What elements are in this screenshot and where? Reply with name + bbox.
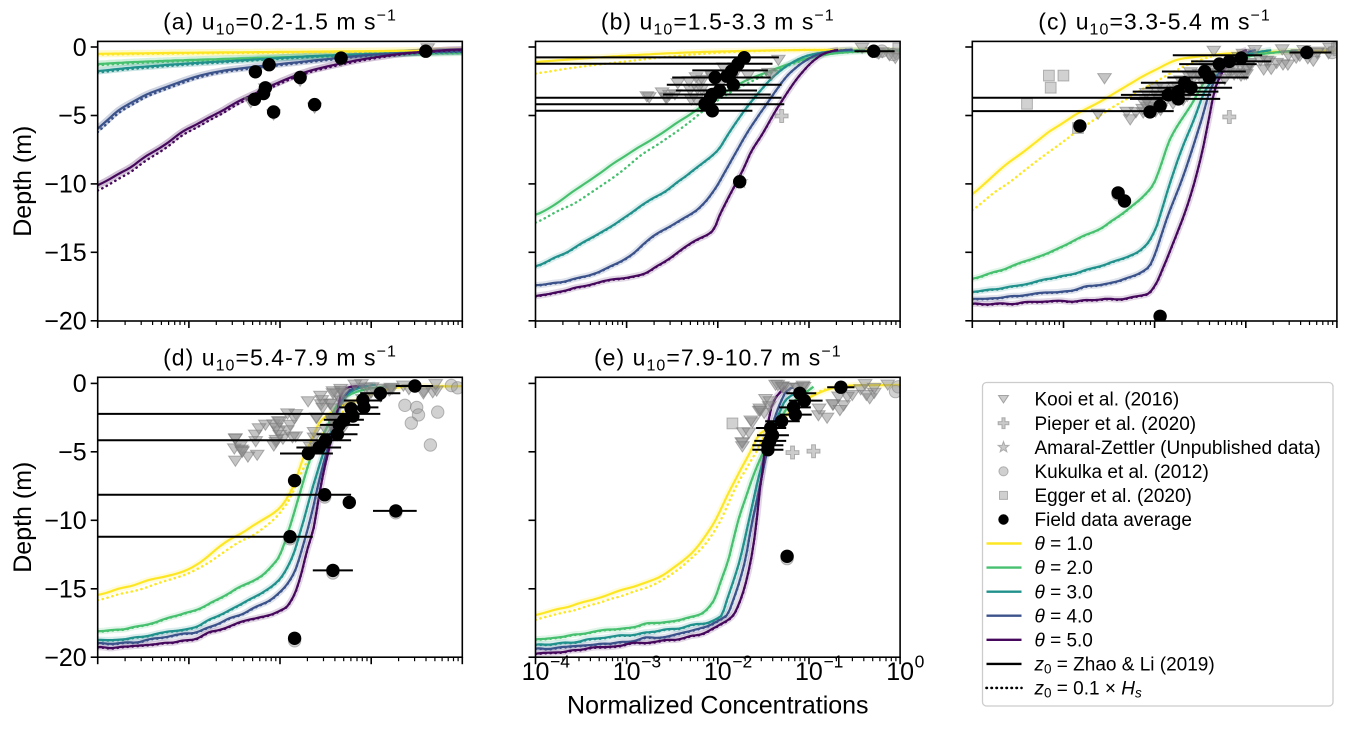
svg-text:−10: −10 bbox=[44, 171, 86, 199]
svg-text:θ = 2.0: θ = 2.0 bbox=[1035, 558, 1093, 579]
svg-text:Kooi et al. (2016): Kooi et al. (2016) bbox=[1035, 390, 1180, 411]
svg-text:θ = 1.0: θ = 1.0 bbox=[1035, 534, 1093, 555]
svg-text:Depth (m): Depth (m) bbox=[9, 462, 37, 573]
svg-text:−10: −10 bbox=[44, 507, 86, 535]
svg-text:z0 = 0.1 × Hs: z0 = 0.1 × Hs bbox=[1034, 679, 1142, 701]
svg-text:Kukulka et al. (2012): Kukulka et al. (2012) bbox=[1035, 462, 1209, 483]
svg-text:Normalized Concentrations: Normalized Concentrations bbox=[567, 692, 869, 720]
svg-text:θ = 5.0: θ = 5.0 bbox=[1035, 630, 1093, 651]
svg-text:0: 0 bbox=[73, 34, 87, 62]
svg-text:θ = 3.0: θ = 3.0 bbox=[1035, 582, 1093, 603]
svg-text:θ = 4.0: θ = 4.0 bbox=[1035, 606, 1093, 627]
svg-text:10: 10 bbox=[795, 658, 823, 686]
svg-text:−1: −1 bbox=[823, 651, 843, 671]
svg-text:−20: −20 bbox=[44, 644, 86, 672]
svg-text:−2: −2 bbox=[732, 651, 752, 671]
svg-text:10: 10 bbox=[522, 658, 550, 686]
svg-text:(a) u10=0.2-1.5 m s−1: (a) u10=0.2-1.5 m s−1 bbox=[163, 7, 397, 38]
svg-text:−15: −15 bbox=[44, 576, 86, 604]
svg-text:−15: −15 bbox=[44, 239, 86, 267]
svg-text:0: 0 bbox=[915, 651, 925, 671]
svg-text:−5: −5 bbox=[58, 439, 87, 467]
svg-text:−20: −20 bbox=[44, 308, 86, 336]
svg-text:Pieper et al. (2020): Pieper et al. (2020) bbox=[1035, 414, 1197, 435]
svg-text:10: 10 bbox=[886, 658, 914, 686]
svg-text:(c) u10=3.3-5.4 m s−1: (c) u10=3.3-5.4 m s−1 bbox=[1038, 7, 1271, 38]
svg-text:10: 10 bbox=[613, 658, 641, 686]
svg-text:−5: −5 bbox=[58, 102, 87, 130]
svg-text:(d) u10=5.4-7.9 m s−1: (d) u10=5.4-7.9 m s−1 bbox=[163, 343, 397, 374]
svg-text:Amaral-Zettler (Unpublished da: Amaral-Zettler (Unpublished data) bbox=[1035, 438, 1321, 459]
svg-text:Depth (m): Depth (m) bbox=[9, 126, 37, 237]
svg-text:0: 0 bbox=[73, 370, 87, 398]
svg-text:(b) u10=1.5-3.3 m s−1: (b) u10=1.5-3.3 m s−1 bbox=[601, 7, 835, 38]
svg-text:Field data average: Field data average bbox=[1035, 510, 1192, 531]
svg-text:Egger et al. (2020): Egger et al. (2020) bbox=[1035, 486, 1192, 507]
svg-text:(e) u10=7.9-10.7 m s−1: (e) u10=7.9-10.7 m s−1 bbox=[594, 343, 842, 374]
svg-text:z0 = Zhao & Li (2019): z0 = Zhao & Li (2019) bbox=[1034, 655, 1215, 677]
svg-text:−4: −4 bbox=[550, 651, 570, 671]
svg-text:−3: −3 bbox=[641, 651, 661, 671]
svg-text:10: 10 bbox=[704, 658, 732, 686]
